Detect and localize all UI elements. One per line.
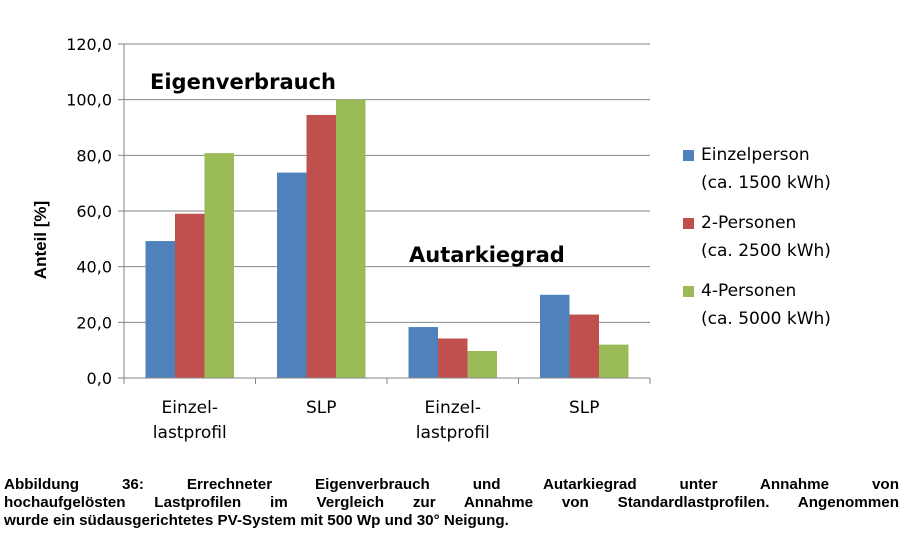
y-tick-label: 20,0 bbox=[76, 313, 112, 332]
y-tick-label: 0,0 bbox=[87, 369, 112, 388]
bar bbox=[204, 153, 234, 378]
legend-swatch bbox=[683, 150, 694, 161]
y-tick-label: 100,0 bbox=[66, 91, 112, 110]
caption-line: wurde ein südausgerichtetes PV-System mi… bbox=[4, 512, 509, 529]
legend-label: Einzelperson bbox=[701, 145, 810, 165]
legend-label: 4-Personen bbox=[701, 281, 796, 301]
bar bbox=[467, 351, 497, 378]
bar bbox=[336, 99, 366, 379]
x-tick-label: lastprofil bbox=[153, 423, 227, 443]
caption-line: Abbildung 36: Errechneter Eigenverbrauch… bbox=[4, 476, 899, 493]
annotation-autarkiegrad: Autarkiegrad bbox=[409, 243, 565, 267]
y-tick-labels: 0,0 20,0 40,0 60,0 80,0 100,0 120,0 bbox=[66, 35, 112, 388]
legend-label: (ca. 2500 kWh) bbox=[701, 241, 831, 261]
x-tick-label: lastprofil bbox=[416, 423, 490, 443]
y-axis-label: Anteil [%] bbox=[31, 201, 50, 279]
bar bbox=[277, 172, 307, 378]
bar bbox=[599, 344, 629, 378]
bar bbox=[438, 338, 468, 378]
bar bbox=[175, 213, 205, 378]
x-tick-label: SLP bbox=[569, 398, 600, 418]
figure-caption: Abbildung 36: Errechneter Eigenverbrauch… bbox=[4, 476, 899, 530]
annotation-eigenverbrauch: Eigenverbrauch bbox=[150, 70, 336, 94]
legend-label: (ca. 1500 kWh) bbox=[701, 173, 831, 193]
bar-chart: 0,0 20,0 40,0 60,0 80,0 100,0 120,0 Einzel-las… bbox=[31, 35, 831, 443]
y-tick-label: 80,0 bbox=[76, 146, 112, 165]
legend-label: (ca. 5000 kWh) bbox=[701, 309, 831, 329]
x-tick-label: Einzel- bbox=[162, 398, 218, 418]
legend-swatch bbox=[683, 286, 694, 297]
legend-label: 2-Personen bbox=[701, 213, 796, 233]
legend: Einzelperson (ca. 1500 kWh) 2-Personen (ca.… bbox=[683, 145, 831, 329]
bars bbox=[145, 99, 629, 379]
y-tick-label: 120,0 bbox=[66, 35, 112, 54]
y-tick-label: 60,0 bbox=[76, 202, 112, 221]
bar bbox=[145, 241, 175, 378]
caption-line: hochaufgelösten Lastprofilen im Vergleic… bbox=[4, 494, 899, 511]
axes bbox=[118, 43, 651, 384]
bar bbox=[569, 314, 599, 378]
y-tick-label: 40,0 bbox=[76, 258, 112, 277]
x-tick-label: SLP bbox=[306, 398, 337, 418]
bar bbox=[408, 327, 438, 378]
bar bbox=[306, 114, 336, 378]
legend-swatch bbox=[683, 218, 694, 229]
bar bbox=[540, 294, 570, 378]
x-tick-label: Einzel- bbox=[425, 398, 481, 418]
x-tick-labels: Einzel-lastprofil SLP Einzel-lastprofil SLP bbox=[153, 398, 600, 443]
